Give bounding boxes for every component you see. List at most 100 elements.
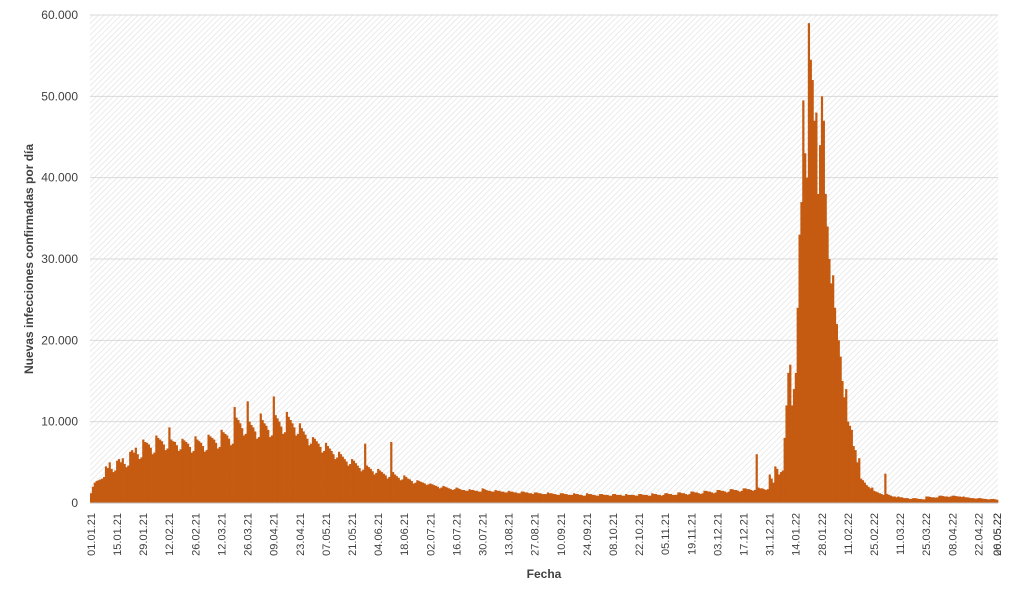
bar (337, 451, 341, 503)
bar (205, 450, 208, 503)
bar (351, 459, 354, 503)
bar (106, 468, 109, 503)
bar (418, 481, 421, 503)
bar (477, 491, 481, 503)
bar (932, 497, 935, 503)
bar (615, 494, 618, 503)
bar (369, 468, 372, 503)
bar (675, 494, 678, 503)
bar (694, 492, 697, 503)
bar (630, 494, 633, 503)
bar (712, 493, 715, 503)
bar (968, 497, 971, 503)
bar (235, 417, 238, 503)
bar (763, 489, 766, 503)
bar (321, 452, 324, 503)
bar (537, 493, 540, 503)
bar (308, 445, 311, 503)
bar (809, 59, 812, 503)
bar (571, 494, 574, 503)
bar (313, 438, 316, 503)
x-tick-label: 18.06.21 (399, 513, 411, 556)
bar (770, 478, 773, 503)
bar (117, 459, 121, 503)
bar (753, 489, 756, 503)
bar (287, 416, 290, 503)
bar (729, 489, 732, 503)
bar (858, 458, 861, 503)
bar (207, 434, 210, 503)
bar (863, 482, 866, 503)
bar (804, 153, 807, 503)
x-tick-label: 15.01.21 (112, 513, 124, 556)
bar (835, 324, 838, 503)
x-tick-label: 11.02.22 (843, 513, 855, 555)
bar (677, 492, 680, 503)
bar (554, 494, 557, 503)
bar (759, 488, 762, 503)
bar (970, 498, 973, 503)
bar (472, 489, 475, 503)
bar (761, 488, 764, 503)
bar (723, 491, 727, 503)
bar (386, 478, 389, 503)
bar (438, 488, 441, 503)
bar (852, 446, 855, 503)
bar (772, 482, 775, 503)
bar (222, 432, 225, 503)
bar (503, 492, 507, 503)
bar (686, 494, 689, 503)
bar (731, 489, 734, 503)
bar (559, 493, 563, 503)
bar (617, 494, 620, 503)
bar (188, 446, 192, 503)
bar (897, 496, 900, 503)
x-tick-label: 01.01.21 (86, 513, 98, 556)
y-axis-title: Nuevas infecciones confirmadas por día (22, 144, 36, 374)
bar (990, 498, 993, 503)
bar (198, 441, 201, 503)
bar (921, 499, 924, 503)
bar (848, 425, 852, 503)
bar (319, 446, 322, 503)
bar (787, 372, 790, 503)
bar (817, 193, 820, 503)
bar (498, 490, 501, 503)
bar (660, 495, 663, 503)
bar (746, 489, 749, 503)
bar (938, 495, 941, 503)
bar (792, 389, 796, 503)
bar (671, 494, 674, 503)
x-tick-label: 16.07.21 (451, 513, 463, 556)
bar (380, 472, 384, 503)
bar (535, 492, 538, 503)
bar (917, 498, 921, 503)
bar (209, 436, 212, 503)
x-tick-label: 06.05.22 (992, 513, 1004, 556)
bar (843, 397, 846, 503)
bar (930, 497, 934, 503)
bar (295, 435, 298, 503)
bar (414, 482, 417, 503)
bar (421, 482, 425, 503)
bar (401, 479, 404, 503)
x-tick-label: 12.02.21 (164, 513, 176, 556)
bar (956, 496, 960, 503)
bar (820, 96, 824, 503)
bar (175, 445, 178, 503)
bar (666, 493, 669, 503)
x-tick-label: 12.03.21 (216, 513, 228, 556)
bar (239, 423, 242, 503)
bar (371, 471, 374, 503)
bar (955, 496, 958, 503)
bar (423, 483, 426, 503)
bar (584, 495, 587, 503)
bar (343, 459, 346, 503)
bar (160, 441, 164, 503)
bar (608, 495, 611, 503)
bar (158, 439, 162, 503)
bar (958, 496, 962, 503)
bar (934, 497, 937, 503)
bar (867, 486, 870, 503)
bar (912, 498, 915, 503)
